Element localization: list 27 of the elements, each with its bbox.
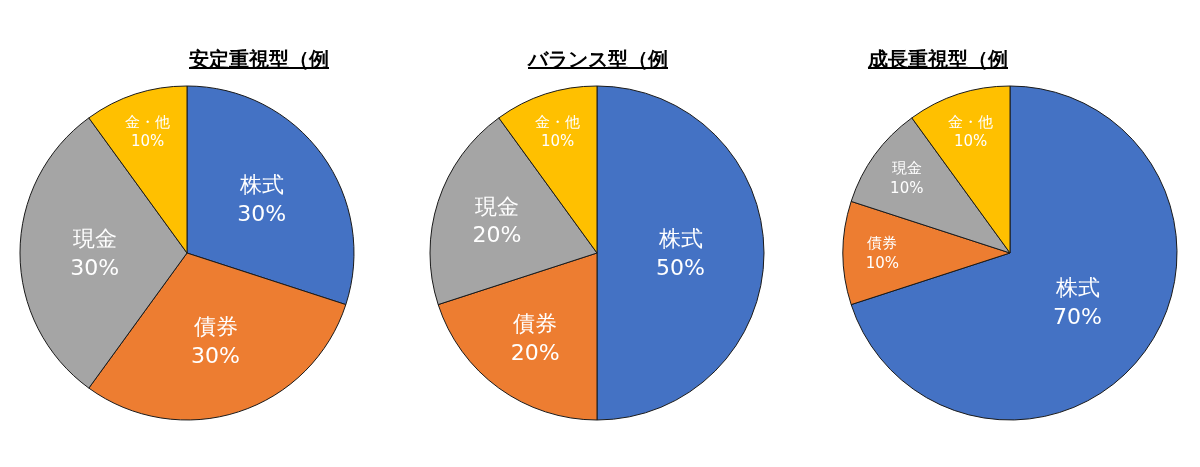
slice-label: 現金 xyxy=(891,159,922,178)
chart-title: 成長重視型（例 xyxy=(867,47,1008,71)
slice-label: 債券 xyxy=(867,234,898,253)
slice-label: 現金 xyxy=(474,193,519,219)
slice-label: 株式 xyxy=(657,226,703,252)
data-label: 70% xyxy=(1053,303,1103,329)
chart-title: バランス型（例 xyxy=(527,47,668,71)
data-label: 10% xyxy=(953,132,988,151)
data-label: 10% xyxy=(540,132,575,151)
data-label: 30% xyxy=(191,342,240,368)
slice-label: 金・他 xyxy=(948,112,994,131)
data-label: 10% xyxy=(130,132,165,151)
slice-label: 金・他 xyxy=(535,112,581,131)
data-label: 10% xyxy=(890,178,924,197)
slice-label: 金・他 xyxy=(125,112,171,131)
chart-title: 安定重視型（例 xyxy=(189,47,329,71)
data-label: 10% xyxy=(865,253,900,272)
slice-label: 株式 xyxy=(238,171,284,197)
slice-label: 債券 xyxy=(193,314,238,339)
data-label: 30% xyxy=(237,200,287,226)
data-label: 20% xyxy=(472,222,522,248)
slice-label: 現金 xyxy=(72,226,117,252)
data-label: 50% xyxy=(656,254,705,280)
data-label: 30% xyxy=(70,254,120,280)
slice-label: 株式 xyxy=(1054,275,1100,301)
slice-label: 債券 xyxy=(513,311,558,337)
data-label: 20% xyxy=(510,339,560,365)
